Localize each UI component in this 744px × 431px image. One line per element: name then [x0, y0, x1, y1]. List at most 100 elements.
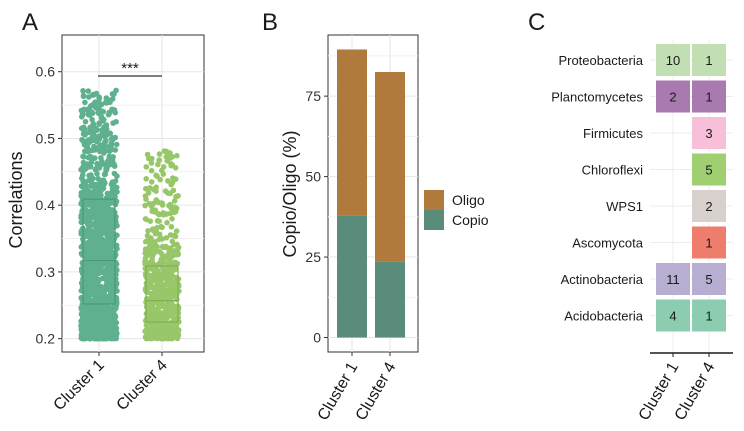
data-point: [159, 224, 165, 231]
bar-copio: [337, 215, 367, 338]
legend-label-copio: Copio: [452, 212, 489, 228]
y-tick-label: 0: [313, 330, 321, 346]
heatmap-cell: [692, 44, 726, 76]
row-label: Proteobacteria: [558, 53, 643, 68]
data-point: [111, 334, 118, 340]
data-point: [171, 198, 178, 204]
data-point: [94, 329, 101, 336]
data-point: [84, 207, 90, 214]
data-point: [85, 230, 91, 237]
data-point: [105, 130, 112, 137]
data-point: [79, 110, 86, 117]
data-point: [175, 327, 182, 333]
data-point: [153, 172, 159, 179]
data-point: [102, 171, 109, 178]
panel-c-letter: C: [528, 9, 545, 36]
data-point: [160, 295, 167, 302]
row-label: WPS1: [606, 199, 643, 214]
data-point: [98, 113, 105, 120]
data-point: [102, 248, 108, 254]
data-point: [109, 220, 115, 226]
data-point: [163, 235, 170, 241]
data-point: [156, 231, 163, 238]
cell-value: 3: [705, 126, 712, 141]
data-point: [107, 143, 113, 149]
data-point: [80, 184, 86, 190]
y-tick-label: 75: [305, 88, 321, 104]
panel-b-letter: B: [262, 9, 278, 36]
data-point: [168, 320, 175, 327]
data-point: [89, 200, 96, 206]
data-point: [173, 321, 180, 328]
data-point: [103, 253, 110, 259]
data-point: [113, 271, 119, 278]
data-point: [174, 296, 180, 303]
data-point: [96, 95, 102, 102]
data-point: [81, 334, 87, 341]
y-tick-label: 0.4: [36, 197, 56, 213]
panel-b-y-axis-title: Copio/Oligo (%): [280, 130, 300, 257]
bar-oligo: [375, 72, 405, 262]
data-point: [105, 111, 112, 118]
legend-swatch-oligo: [424, 190, 444, 210]
data-point: [149, 314, 156, 321]
data-point: [149, 290, 155, 297]
cell-value: 1: [705, 309, 712, 324]
data-point: [169, 216, 175, 222]
data-point: [78, 318, 85, 325]
data-point: [153, 287, 160, 293]
data-point: [103, 328, 109, 335]
data-point: [86, 139, 93, 146]
data-point: [100, 108, 107, 115]
data-point: [145, 326, 152, 332]
data-point: [87, 173, 94, 180]
data-point: [80, 305, 87, 311]
data-point: [174, 241, 180, 248]
data-point: [143, 260, 150, 266]
data-point: [94, 266, 101, 272]
data-point: [97, 185, 104, 191]
data-point: [174, 260, 181, 267]
bar-oligo: [337, 49, 367, 216]
data-point: [167, 232, 174, 238]
data-point: [144, 321, 150, 328]
data-point: [90, 312, 97, 319]
row-label: Planctomycetes: [551, 90, 643, 105]
data-point: [91, 248, 97, 255]
row-label: Acidobacteria: [564, 309, 644, 324]
data-point: [99, 229, 106, 235]
data-point: [102, 286, 108, 292]
data-point: [97, 142, 103, 148]
data-point: [110, 120, 116, 126]
data-point: [100, 150, 107, 156]
data-point: [97, 286, 104, 292]
data-point: [151, 333, 158, 340]
data-point: [153, 188, 159, 194]
cell-value: 1: [705, 236, 712, 251]
data-point: [109, 250, 115, 257]
data-point: [142, 216, 149, 222]
data-point: [82, 148, 88, 155]
data-point: [81, 191, 87, 197]
data-point: [165, 264, 172, 270]
data-point: [152, 248, 159, 254]
data-point: [142, 193, 149, 199]
data-point: [160, 212, 167, 218]
data-point: [112, 147, 119, 153]
panel-c-row-labels: Proteobacteria Planctomycetes Firmicutes Ch…: [551, 53, 644, 324]
data-point: [81, 274, 87, 281]
heatmap-cell: [656, 80, 690, 113]
data-point: [111, 161, 117, 167]
data-point: [106, 99, 112, 105]
data-point: [113, 184, 120, 191]
data-point: [103, 167, 110, 173]
data-point: [104, 232, 110, 239]
data-point: [89, 323, 95, 330]
data-point: [171, 209, 178, 216]
panel-a-y-axis-title: Correlations: [6, 151, 26, 248]
data-point: [167, 284, 173, 290]
data-point: [88, 159, 95, 165]
data-point: [85, 106, 92, 112]
